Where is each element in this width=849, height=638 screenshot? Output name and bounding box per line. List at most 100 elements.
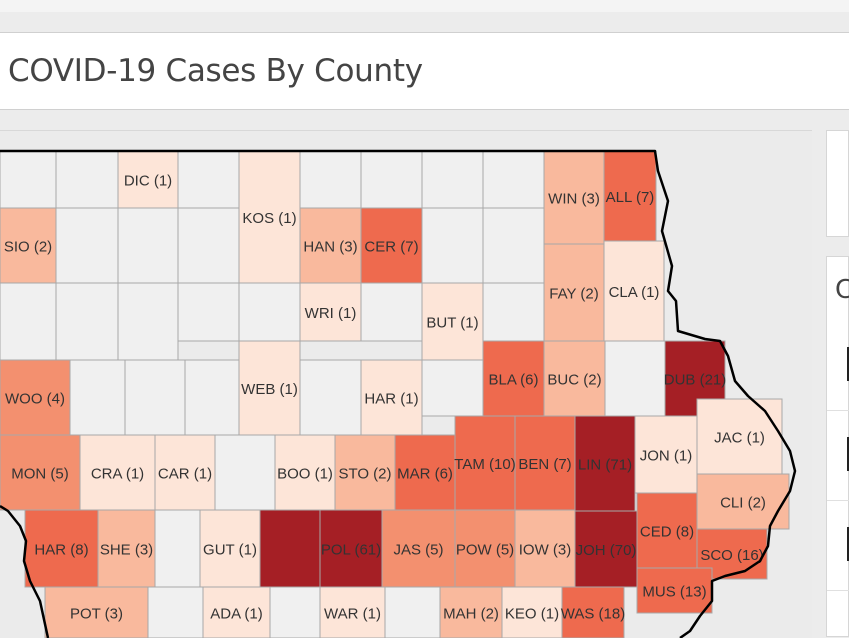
county-label: MUS (13)	[642, 584, 706, 601]
county-shape[interactable]	[24, 509, 99, 588]
county-shape[interactable]	[0, 207, 57, 284]
county-label: BOO (1)	[277, 466, 333, 483]
county-shape[interactable]	[439, 586, 503, 638]
list-item-marker	[847, 437, 849, 471]
county-shape[interactable]	[117, 282, 179, 361]
list-item-marker	[847, 347, 849, 381]
county-shape[interactable]	[482, 282, 545, 342]
county-label: CER (7)	[364, 239, 418, 256]
county-shape[interactable]	[299, 282, 362, 342]
divider	[827, 500, 849, 501]
county-shape[interactable]	[299, 207, 362, 284]
county-label: IOW (3)	[519, 542, 572, 559]
county-shape[interactable]	[177, 282, 240, 342]
county-shape[interactable]	[117, 150, 179, 209]
county-label: STO (2)	[338, 466, 391, 483]
info-card	[826, 130, 849, 237]
county-shape[interactable]	[238, 340, 301, 436]
county-label: KOS (1)	[242, 210, 296, 227]
county-shape[interactable]	[147, 586, 204, 638]
county-label: MAR (6)	[397, 466, 453, 483]
county-shape[interactable]	[421, 207, 484, 284]
county-label: KEO (1)	[505, 606, 559, 623]
map-panel[interactable]: DIC (1) KOS (1) WIN (3) ALL (7) SIO (2) HAN (…	[0, 130, 812, 638]
county-label: ALL (7)	[606, 189, 655, 206]
county-shape[interactable]	[421, 150, 484, 209]
county-shape[interactable]	[55, 282, 119, 361]
county-label: SCO (16)	[700, 547, 763, 564]
county-shape[interactable]	[299, 359, 362, 436]
county-shape[interactable]	[360, 282, 423, 342]
county-shape[interactable]	[214, 434, 276, 511]
county-shape[interactable]	[574, 415, 636, 512]
county-list-card[interactable]: C	[826, 256, 849, 637]
county-shape[interactable]	[514, 415, 576, 511]
county-shape[interactable]	[177, 207, 240, 284]
header-panel: COVID-19 Cases By County	[0, 32, 849, 110]
county-label: BLA (6)	[488, 372, 538, 389]
county-map[interactable]: DIC (1) KOS (1) WIN (3) ALL (7) SIO (2) HAN (…	[0, 131, 812, 638]
county-shape[interactable]	[561, 586, 625, 638]
county-shape[interactable]	[319, 586, 386, 638]
county-shape[interactable]	[381, 509, 456, 588]
county-shape[interactable]	[421, 359, 484, 417]
county-label: POT (3)	[70, 606, 123, 623]
county-label: SIO (2)	[4, 239, 52, 256]
county-shape[interactable]	[696, 398, 783, 475]
county-shape[interactable]	[269, 586, 321, 638]
county-shape[interactable]	[604, 340, 666, 417]
top-bar	[0, 0, 849, 12]
county-shape[interactable]	[299, 150, 362, 209]
county-label: WOO (4)	[5, 391, 65, 408]
labeled-counties: DIC (1) KOS (1) WIN (3) ALL (7) SIO (2) HAN (…	[0, 150, 790, 638]
list-heading: C	[835, 275, 849, 305]
county-shape[interactable]	[574, 510, 638, 588]
divider	[827, 410, 849, 411]
county-shape[interactable]	[384, 586, 441, 638]
county-label: POW (5)	[456, 542, 514, 559]
county-shape[interactable]	[97, 509, 156, 588]
unlabeled-counties	[0, 150, 666, 638]
county-shape[interactable]	[634, 415, 698, 494]
county-shape[interactable]	[44, 586, 149, 638]
county-shape[interactable]	[603, 150, 657, 242]
county-shape[interactable]	[360, 207, 423, 284]
county-label: JAC (1)	[714, 430, 765, 447]
county-label: CRA (1)	[91, 466, 144, 483]
county-label: JAS (5)	[393, 542, 443, 559]
county-shape[interactable]	[0, 282, 57, 361]
county-shape[interactable]	[543, 150, 605, 245]
county-shape[interactable]	[202, 586, 271, 638]
county-shape[interactable]	[55, 150, 119, 209]
county-shape[interactable]	[603, 240, 665, 342]
county-shape[interactable]	[69, 359, 126, 436]
county-shape[interactable]	[238, 282, 301, 342]
county-label: JOH (70)	[576, 542, 637, 559]
county-shape[interactable]	[184, 359, 240, 436]
county-label: TAM (10)	[454, 456, 515, 473]
county-shape[interactable]	[482, 207, 545, 284]
county-shape[interactable]	[117, 207, 179, 284]
county-shape[interactable]	[55, 207, 119, 284]
county-label: CAR (1)	[158, 466, 212, 483]
county-label: WEB (1)	[241, 381, 298, 398]
county-shape[interactable]	[636, 492, 698, 569]
county-shape-pol-west[interactable]	[259, 509, 321, 588]
county-shape[interactable]	[482, 150, 545, 209]
county-shape[interactable]	[177, 150, 240, 209]
county-shape[interactable]	[421, 282, 484, 361]
county-shape[interactable]	[360, 359, 423, 436]
county-shape[interactable]	[514, 509, 576, 588]
county-shape[interactable]	[394, 434, 456, 511]
county-label: LIN (71)	[578, 457, 632, 474]
county-label: SHE (3)	[100, 542, 153, 559]
county-shape[interactable]	[0, 150, 57, 209]
county-label: CLA (1)	[609, 284, 660, 301]
county-shape[interactable]	[274, 434, 336, 511]
county-shape[interactable]	[154, 509, 201, 588]
county-shape[interactable]	[124, 359, 186, 436]
county-shape[interactable]	[319, 509, 383, 588]
county-shape[interactable]	[154, 434, 216, 511]
county-shape[interactable]	[0, 359, 71, 436]
county-shape[interactable]	[360, 150, 423, 209]
